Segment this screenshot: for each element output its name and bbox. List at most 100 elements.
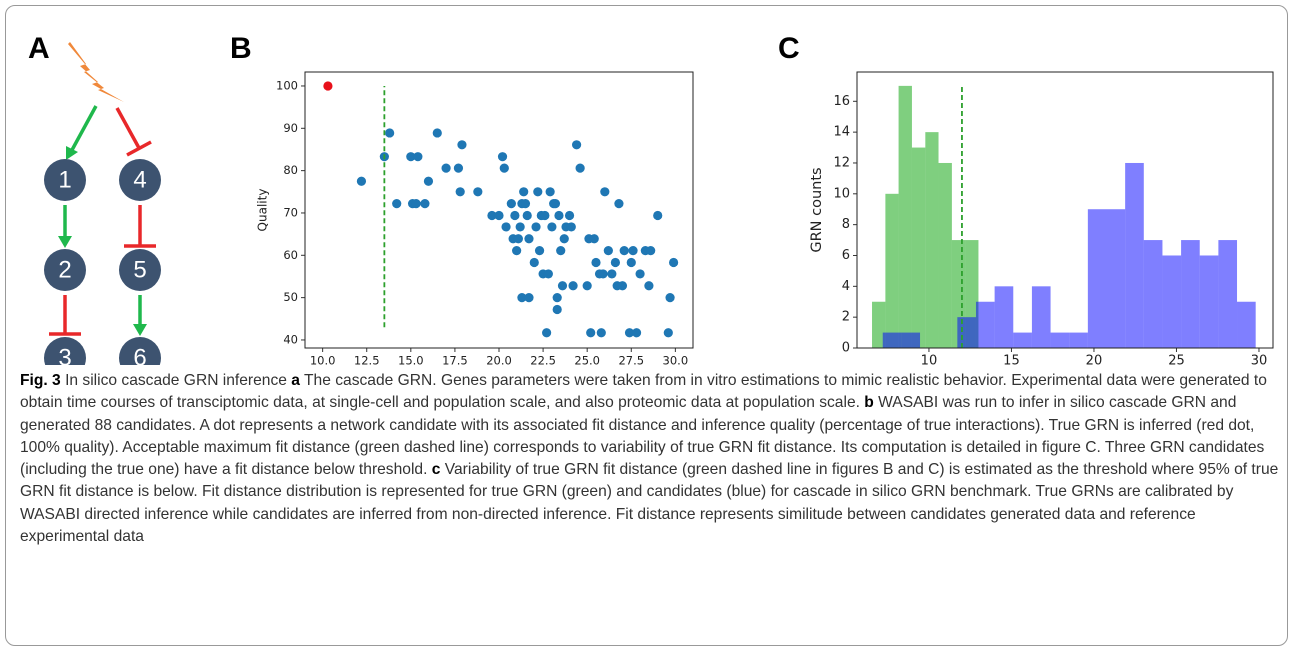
- scatter-point: [624, 328, 635, 338]
- caption-text: Variability of true GRN fit distance (gr…: [20, 461, 1279, 546]
- scatter-point: [413, 152, 423, 162]
- caption: Fig. 3 In silico cascade GRN inference a…: [20, 370, 1282, 548]
- histogram-bar: [882, 332, 902, 348]
- y-tick-label: 2: [842, 310, 850, 325]
- x-tick-label: 12.5: [354, 354, 380, 366]
- scatter-point: [517, 293, 527, 303]
- gene-label: 1: [58, 166, 71, 193]
- histogram-bar: [1143, 240, 1163, 348]
- scatter-point: [455, 187, 465, 197]
- scatter-point: [603, 246, 613, 256]
- y-tick-label: 0: [842, 341, 850, 356]
- x-tick-label: 30.0: [663, 354, 689, 366]
- scatter-point: [512, 246, 522, 256]
- y-tick-label: 6: [842, 248, 850, 263]
- scatter-point: [564, 210, 575, 221]
- caption-text: In silico cascade GRN inference: [60, 372, 292, 389]
- gene-node: [44, 159, 86, 201]
- plot-frame: [304, 71, 694, 349]
- scatter-point: [533, 187, 543, 197]
- x-tick-label: 15.0: [398, 354, 424, 366]
- histogram-bar: [1125, 162, 1144, 348]
- histogram-bar: [1181, 240, 1200, 348]
- plot-frame: [856, 71, 1274, 349]
- scatter-point: [631, 328, 642, 338]
- scatter-point: [612, 281, 622, 291]
- scatter-point: [552, 304, 562, 315]
- caption-text: The cascade GRN. Genes parameters were t…: [20, 372, 1267, 412]
- y-tick-label: 4: [842, 279, 850, 294]
- scatter-point: [628, 246, 638, 256]
- x-tick-label: 17.5: [442, 354, 468, 366]
- gene-label: 5: [133, 256, 146, 283]
- histogram-bar: [975, 301, 995, 348]
- y-axis-label: Quality: [256, 189, 270, 232]
- gene-node: [119, 337, 161, 365]
- y-tick-label: 8: [842, 217, 850, 232]
- scatter-point: [635, 269, 645, 279]
- scatter-point: [423, 176, 434, 186]
- x-tick-label: 10: [921, 354, 938, 366]
- x-tick-label: 15: [1003, 354, 1020, 366]
- scatter-point: [554, 210, 564, 221]
- histogram-bar: [1237, 301, 1256, 348]
- x-tick-label: 27.5: [618, 354, 644, 366]
- scatter-point: [457, 140, 467, 150]
- scatter-point: [591, 257, 601, 268]
- y-tick-label: 90: [283, 121, 298, 135]
- scatter-point: [356, 176, 367, 186]
- y-tick-label: 10: [833, 186, 850, 201]
- scatter-point: [607, 269, 617, 279]
- scatter-point: [494, 210, 504, 221]
- y-tick-label: 60: [283, 248, 298, 262]
- scatter-point: [545, 187, 555, 197]
- diagram-edges: [49, 105, 156, 336]
- scatter-point: [610, 257, 621, 268]
- histogram-bar: [957, 317, 976, 348]
- y-tick-label: 16: [833, 94, 850, 109]
- scatter-point: [529, 257, 539, 268]
- y-tick-label: 12: [833, 155, 850, 170]
- scatter-point: [432, 128, 442, 138]
- scatter-point: [614, 199, 624, 209]
- caption-label: a: [291, 372, 300, 389]
- scatter-point: [323, 81, 333, 91]
- scatter-point: [600, 187, 610, 197]
- histogram-bar: [911, 147, 926, 348]
- scatter-point: [619, 246, 629, 256]
- gene-label: 4: [133, 166, 146, 193]
- histogram-bar: [1013, 332, 1032, 348]
- figure: A B C 1 42 53 6 10.0 12.5 15.0 17.5 20.0 22.5 25.0…: [28, 32, 1274, 366]
- scatter-point: [506, 199, 516, 209]
- histogram-bar: [1050, 332, 1070, 348]
- scatter-point: [522, 210, 532, 221]
- histogram-bar: [1031, 286, 1051, 348]
- scatter-point: [411, 199, 421, 209]
- y-tick-label: 14: [833, 125, 850, 140]
- panel-letter: B: [230, 32, 252, 65]
- histogram-bar: [1218, 240, 1238, 348]
- figure-frame: [5, 5, 1288, 646]
- gene-label: 3: [58, 344, 71, 365]
- histogram-bar: [901, 332, 921, 348]
- scatter-point: [557, 281, 568, 291]
- scatter-point: [453, 163, 464, 173]
- scatter-point: [586, 328, 596, 338]
- histogram-bar: [898, 85, 912, 348]
- scatter-point: [542, 328, 552, 338]
- scatter-point: [596, 328, 606, 338]
- scatter-point: [575, 163, 585, 173]
- histogram-bar: [872, 301, 886, 348]
- scatter-point: [663, 328, 673, 338]
- gene-node: [44, 337, 86, 365]
- panel-letter: C: [778, 32, 800, 65]
- x-tick-label: 25.0: [574, 354, 600, 366]
- y-tick-label: 50: [283, 290, 298, 304]
- caption-label: Fig. 3: [20, 372, 61, 389]
- y-axis-label: GRN counts: [809, 167, 825, 252]
- scatter-point: [572, 140, 582, 150]
- histogram-bar: [1069, 332, 1088, 348]
- scatter-point: [520, 199, 531, 209]
- scatter-point: [515, 222, 525, 232]
- scatter-point: [644, 281, 654, 291]
